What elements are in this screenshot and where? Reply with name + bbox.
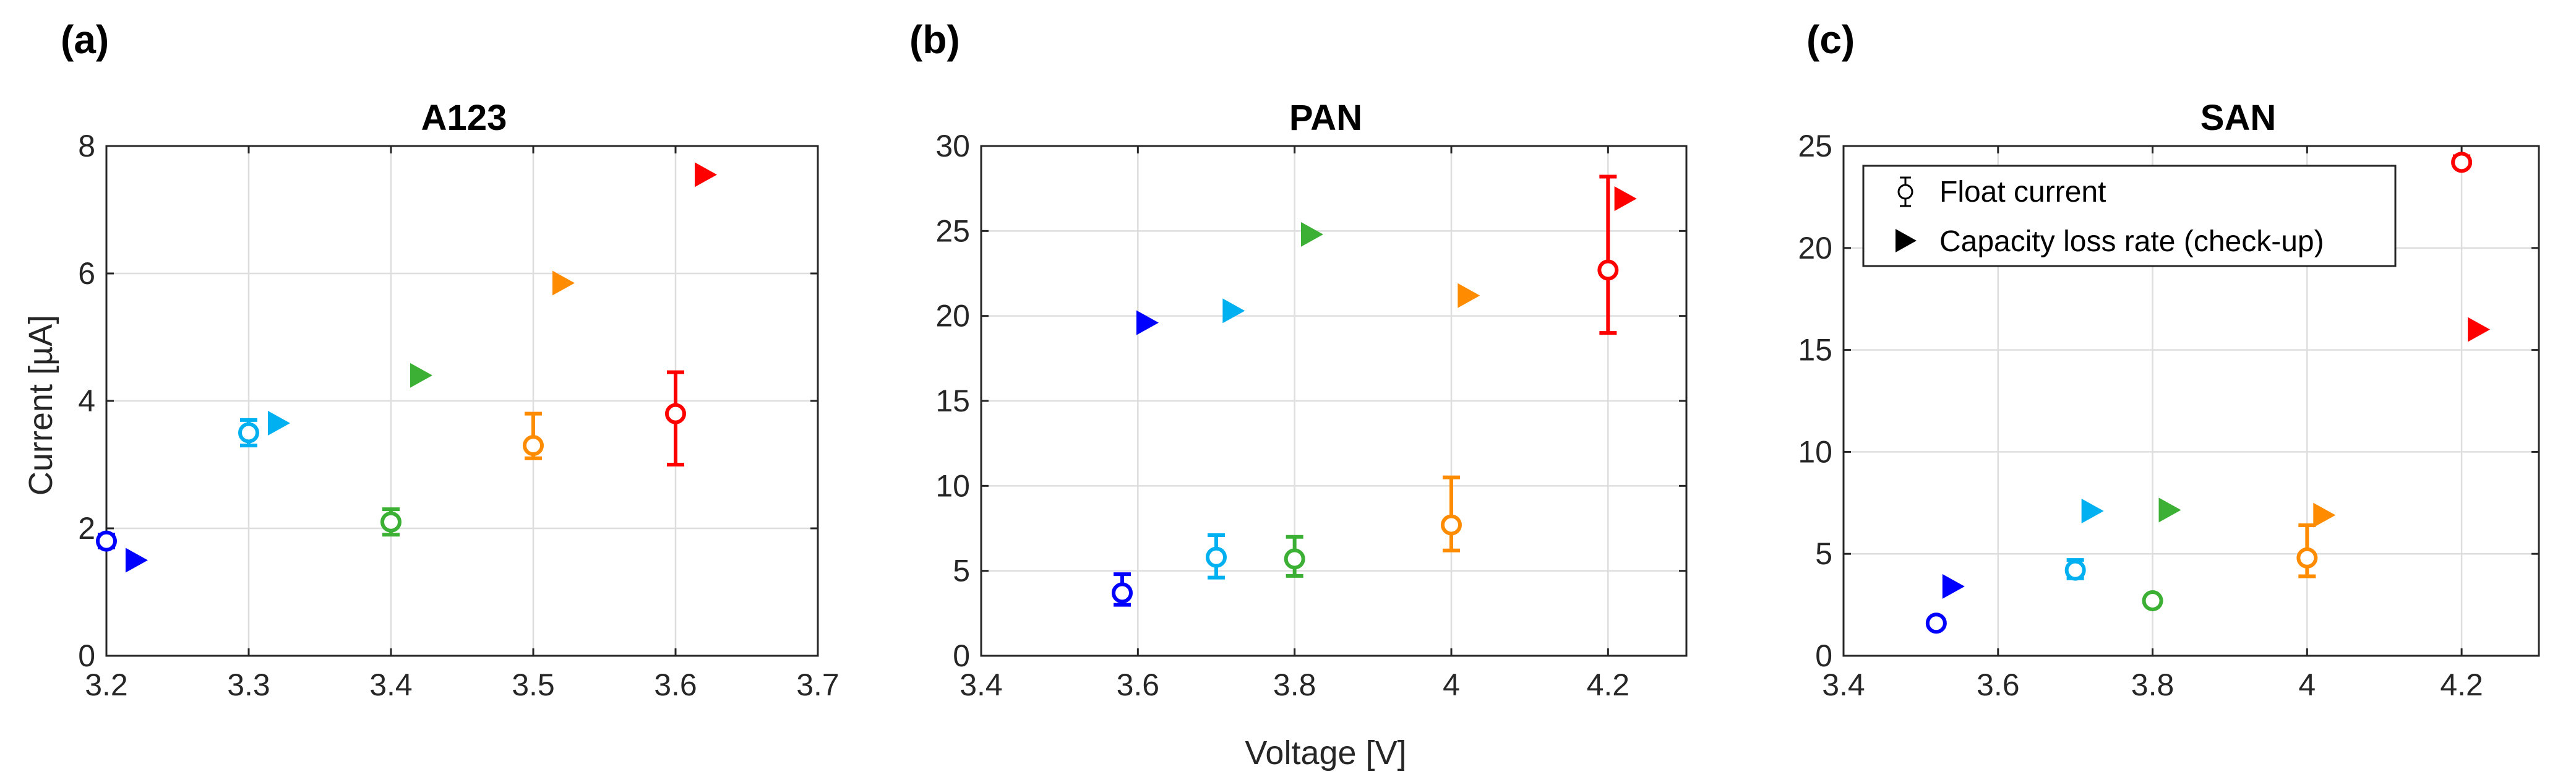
panel-c-x-tick-label: 3.6 xyxy=(1977,668,2020,702)
panel-a-title: A123 xyxy=(421,98,507,138)
panel-a-x-tick-label: 3.3 xyxy=(227,668,270,702)
panel-b-y-tick-label: 30 xyxy=(935,129,970,163)
panel-a: (a) A123 Current [µA] 3.2 3.3 3.4 3.5 3.6 3.7… xyxy=(22,17,839,702)
panel-c-x-tick-label: 3.8 xyxy=(2131,668,2175,702)
panel-a-capacity-loss-point xyxy=(268,411,290,436)
panel-b-float-current-point xyxy=(1112,582,1133,604)
panel-b: (b) PAN Voltage [V] 3.4 3.6 3.8 4 4.2 0 5 10 15 2… xyxy=(909,17,1688,771)
panel-c-float-current-point xyxy=(2142,590,2163,612)
panel-a-y-tick-label: 6 xyxy=(78,256,95,291)
panel-a-x-tick-label: 3.5 xyxy=(512,668,555,702)
panel-c-capacity-loss-point xyxy=(2158,497,2181,523)
panel-b-float-current-point xyxy=(1441,514,1462,536)
panel-b-x-tick-label: 3.4 xyxy=(960,668,1003,702)
legend-capacity-loss-icon xyxy=(1896,229,1917,252)
legend-box xyxy=(1862,165,2397,267)
legend-float-current-icon xyxy=(1897,176,1913,207)
panel-b-float-current-point xyxy=(1284,548,1305,570)
panel-c-capacity-loss-point xyxy=(2468,317,2491,342)
panel-b-capacity-loss-point xyxy=(1614,186,1637,212)
panel-c-y-tick-label: 15 xyxy=(1798,333,1832,367)
panel-b-title: PAN xyxy=(1289,98,1362,138)
panel-b-y-tick-label: 5 xyxy=(953,554,970,588)
panel-b-x-tick-label: 4.2 xyxy=(1587,668,1630,702)
panel-c-capacity-loss-point xyxy=(1942,574,1965,599)
panel-a-plot-area: 3.2 3.3 3.4 3.5 3.6 3.7 0 2 4 6 8 xyxy=(78,129,839,702)
panel-a-capacity-loss-point xyxy=(552,270,575,296)
panel-a-capacity-loss-point xyxy=(695,162,717,187)
panel-c-x-tick-label: 4.2 xyxy=(2440,668,2483,702)
panel-a-label: (a) xyxy=(61,17,109,62)
panel-b-x-tick-label: 3.6 xyxy=(1117,668,1160,702)
panel-a-y-tick-label: 8 xyxy=(78,129,95,163)
panel-c-x-tick-label: 3.4 xyxy=(1822,668,1865,702)
panel-c-label: (c) xyxy=(1806,17,1855,62)
panel-b-plot-area: 3.4 3.6 3.8 4 4.2 0 5 10 15 20 25 30 xyxy=(935,129,1688,702)
panel-a-y-tick-label: 0 xyxy=(78,638,95,673)
panel-b-x-tick-label: 3.8 xyxy=(1273,668,1316,702)
legend-float-current-label: Float current xyxy=(1939,176,2106,208)
panel-c-x-tick-label: 4 xyxy=(2298,668,2316,702)
panel-b-x-axis-label: Voltage [V] xyxy=(1245,734,1406,771)
panel-a-y-axis-label: Current [µA] xyxy=(22,315,59,496)
panel-a-x-tick-label: 3.2 xyxy=(85,668,128,702)
panel-c-float-current-point xyxy=(2451,152,2473,173)
panel-a-x-tick-label: 3.4 xyxy=(369,668,413,702)
panel-b-label: (b) xyxy=(909,17,960,62)
panel-a-capacity-loss-point xyxy=(410,363,432,388)
legend: Float current Capacity loss rate (check-… xyxy=(1862,165,2397,267)
panel-a-float-current-point xyxy=(665,403,686,424)
panel-c-y-tick-label: 0 xyxy=(1815,638,1832,673)
panel-c-float-current-point xyxy=(2064,559,2086,581)
panel-b-y-tick-label: 10 xyxy=(935,468,970,503)
panel-a-float-current-point xyxy=(96,530,117,552)
panel-b-y-tick-label: 15 xyxy=(935,384,970,418)
panel-c-title: SAN xyxy=(2200,98,2276,138)
panel-c-capacity-loss-point xyxy=(2313,502,2336,528)
panel-c-axes-frame xyxy=(1842,145,2540,657)
panel-a-y-tick-label: 2 xyxy=(78,511,95,546)
panel-a-x-tick-label: 3.7 xyxy=(796,668,839,702)
panel-b-float-current-point xyxy=(1597,259,1619,281)
panel-c-float-current-point xyxy=(1925,612,1947,634)
panel-b-float-current-point xyxy=(1206,546,1227,568)
panel-a-x-tick-label: 3.6 xyxy=(654,668,697,702)
panel-c-y-tick-label: 20 xyxy=(1798,231,1832,265)
panel-b-capacity-loss-point xyxy=(1301,221,1323,247)
panel-c-y-tick-label: 25 xyxy=(1798,129,1832,163)
panel-b-capacity-loss-point xyxy=(1136,310,1159,335)
panel-c: (c) SAN 3.4 3.6 3.8 4 4.2 0 5 10 15 20 25 Float cu… xyxy=(1798,17,2540,702)
panel-b-x-tick-label: 4 xyxy=(1443,668,1460,702)
panel-b-y-tick-label: 20 xyxy=(935,299,970,333)
panel-c-capacity-loss-point xyxy=(2081,498,2104,523)
panel-b-y-tick-label: 25 xyxy=(935,213,970,248)
panel-b-capacity-loss-point xyxy=(1222,298,1245,324)
panel-a-capacity-loss-point xyxy=(126,548,148,573)
panel-b-y-tick-label: 0 xyxy=(953,638,970,673)
panel-c-y-tick-label: 10 xyxy=(1798,434,1832,469)
panel-a-y-tick-label: 4 xyxy=(78,384,95,418)
legend-capacity-loss-label: Capacity loss rate (check-up) xyxy=(1939,225,2324,258)
panel-b-capacity-loss-point xyxy=(1458,283,1480,308)
panel-a-float-current-point xyxy=(380,511,401,533)
panel-c-y-tick-label: 5 xyxy=(1815,536,1832,571)
panel-c-float-current-point xyxy=(2296,547,2318,569)
panel-a-float-current-point xyxy=(523,435,544,457)
panel-a-float-current-point xyxy=(238,422,259,444)
